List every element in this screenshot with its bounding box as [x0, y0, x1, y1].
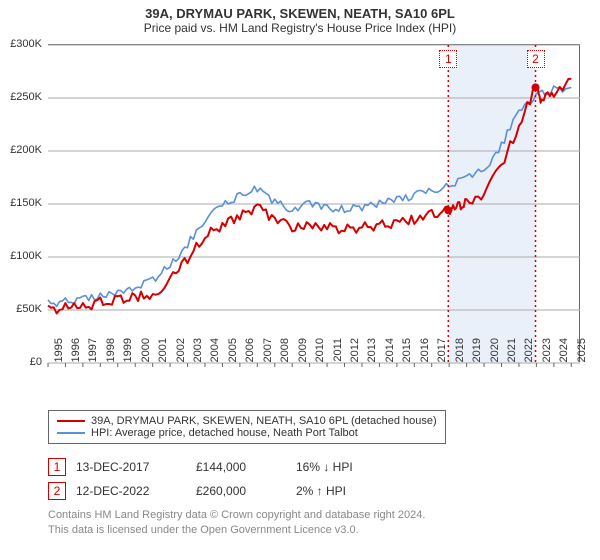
x-tick-label: 1997	[87, 338, 99, 368]
y-tick-label: £50K	[0, 303, 42, 315]
markers-svg	[48, 45, 580, 363]
x-tick-label: 2025	[576, 338, 588, 368]
x-tick-label: 2005	[227, 338, 239, 368]
x-tick-label: 2001	[157, 338, 169, 368]
x-tick-label: 2014	[384, 338, 396, 368]
x-tick-label: 1996	[70, 338, 82, 368]
x-tick-label: 2016	[419, 338, 431, 368]
marker-table-swatch: 2	[48, 482, 66, 500]
y-tick-label: £150K	[0, 197, 42, 209]
y-tick-label: £300K	[0, 38, 42, 50]
x-tick-label: 1998	[105, 338, 117, 368]
marker-table-cell: 12-DEC-2022	[76, 484, 196, 498]
x-tick-label: 2017	[436, 338, 448, 368]
marker-table-cell: 16% ↓ HPI	[296, 460, 416, 474]
x-tick-label: 2018	[454, 338, 466, 368]
x-tick-label: 2021	[506, 338, 518, 368]
legend-swatch-blue	[57, 432, 85, 434]
marker-table-cell: £144,000	[196, 460, 296, 474]
legend-row-red: 39A, DRYMAU PARK, SKEWEN, NEATH, SA10 6P…	[57, 415, 437, 427]
chart-titles: 39A, DRYMAU PARK, SKEWEN, NEATH, SA10 6P…	[0, 6, 600, 35]
footer-line2: This data is licensed under the Open Gov…	[48, 523, 425, 538]
legend-swatch-red	[57, 420, 85, 422]
legend: 39A, DRYMAU PARK, SKEWEN, NEATH, SA10 6P…	[48, 410, 446, 444]
footer-attribution: Contains HM Land Registry data © Crown c…	[48, 508, 425, 538]
legend-row-blue: HPI: Average price, detached house, Neat…	[57, 427, 437, 439]
marker-box-2: 2	[527, 50, 545, 68]
y-tick-label: £0	[0, 356, 42, 368]
x-tick-label: 2006	[244, 338, 256, 368]
x-tick-label: 2002	[175, 338, 187, 368]
legend-label-blue: HPI: Average price, detached house, Neat…	[91, 427, 358, 439]
x-tick-label: 2004	[209, 338, 221, 368]
x-tick-label: 2009	[297, 338, 309, 368]
x-tick-label: 2007	[262, 338, 274, 368]
chart-title: 39A, DRYMAU PARK, SKEWEN, NEATH, SA10 6P…	[0, 6, 600, 21]
y-tick-label: £250K	[0, 91, 42, 103]
marker-table-cell: £260,000	[196, 484, 296, 498]
x-tick-label: 2023	[541, 338, 553, 368]
marker-table-cell: 13-DEC-2017	[76, 460, 196, 474]
marker-table-swatch: 1	[48, 458, 66, 476]
y-tick-label: £200K	[0, 144, 42, 156]
marker-table-cell: 2% ↑ HPI	[296, 484, 416, 498]
marker-data-table: 1 13-DEC-2017£144,00016% ↓ HPI 2 12-DEC-202…	[48, 458, 416, 500]
marker-box-1: 1	[439, 50, 457, 68]
x-tick-label: 2011	[332, 338, 344, 368]
x-tick-label: 2003	[192, 338, 204, 368]
plot-area	[48, 44, 580, 362]
x-tick-label: 1995	[53, 338, 65, 368]
x-tick-label: 2008	[279, 338, 291, 368]
footer-line1: Contains HM Land Registry data © Crown c…	[48, 508, 425, 523]
chart-subtitle: Price paid vs. HM Land Registry's House …	[0, 21, 600, 35]
y-tick-label: £100K	[0, 250, 42, 262]
x-tick-label: 2010	[314, 338, 326, 368]
x-tick-label: 2012	[349, 338, 361, 368]
x-tick-label: 1999	[122, 338, 134, 368]
x-tick-label: 2015	[401, 338, 413, 368]
x-tick-label: 2024	[558, 338, 570, 368]
x-tick-label: 2000	[140, 338, 152, 368]
x-tick-label: 2019	[471, 338, 483, 368]
x-tick-label: 2020	[489, 338, 501, 368]
legend-label-red: 39A, DRYMAU PARK, SKEWEN, NEATH, SA10 6P…	[91, 415, 437, 427]
x-tick-label: 2013	[366, 338, 378, 368]
x-tick-label: 2022	[523, 338, 535, 368]
